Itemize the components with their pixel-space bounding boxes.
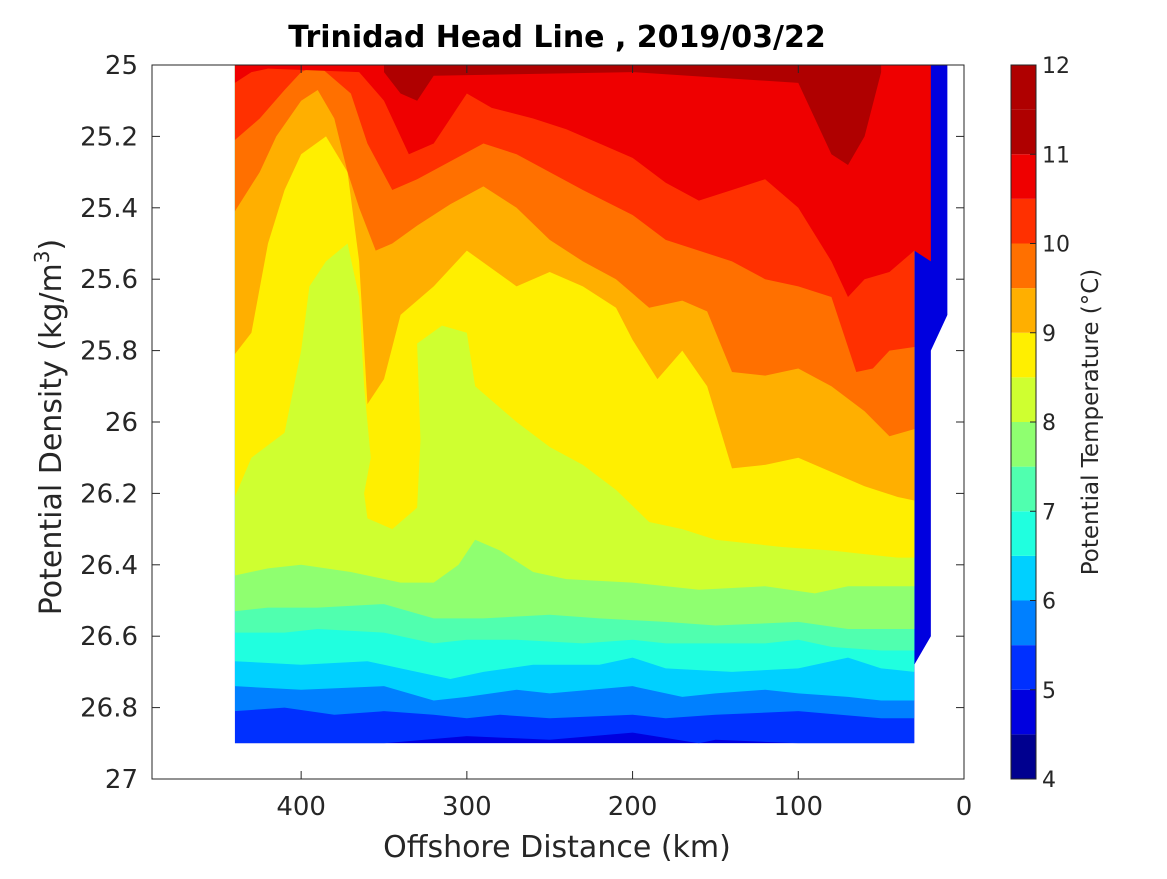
colorbar-segment (1011, 65, 1036, 110)
colorbar-segment (1011, 689, 1036, 735)
colorbar-segment (1011, 600, 1036, 646)
y-tick-label: 25.2 (80, 122, 138, 152)
colorbar-segment (1011, 198, 1036, 244)
y-tick-label: 25 (105, 51, 138, 81)
y-tick-label: 26 (105, 408, 138, 438)
y-axis-label-close: ) (34, 239, 69, 251)
y-tick-label: 27 (105, 765, 138, 795)
x-axis-label: Offshore Distance (km) (383, 830, 731, 865)
y-tick-label: 26.4 (80, 551, 138, 581)
y-tick-label: 25.4 (80, 194, 138, 224)
colorbar-tick-label: 7 (1042, 500, 1056, 525)
colorbar-tick-label: 6 (1042, 590, 1056, 615)
colorbar-segment (1011, 288, 1036, 333)
y-tick-label: 25.8 (80, 337, 138, 367)
colorbar-tick-label: 11 (1042, 143, 1070, 168)
colorbar-segment (1011, 332, 1036, 378)
x-tick-label: 300 (442, 792, 492, 822)
colorbar-segment (1011, 109, 1036, 155)
contour-band-10.5 (234, 65, 931, 298)
colorbar-segment (1011, 734, 1036, 779)
colorbar-segment (1011, 377, 1036, 422)
colorbar-tick-label: 12 (1042, 54, 1070, 79)
x-tick-label: 400 (276, 792, 326, 822)
colorbar-segment (1011, 422, 1036, 467)
colorbar-tick-label: 4 (1042, 768, 1056, 793)
x-tick-label: 0 (956, 792, 973, 822)
plot-axes (151, 64, 965, 780)
y-axis-label-main: Potential Density (kg/m (34, 263, 69, 615)
plot-area (234, 65, 948, 744)
colorbar-tick-label: 5 (1042, 679, 1056, 704)
y-tick-label: 26.6 (80, 622, 138, 652)
colorbar-tick-label: 8 (1042, 411, 1056, 436)
contour-band-11 (384, 65, 882, 165)
y-tick-label: 26.2 (80, 479, 138, 509)
colorbar: 4 5 6 7 8 9 10 11 12 (1010, 54, 1070, 793)
colorbar-segment (1011, 466, 1036, 512)
chart-title: Trinidad Head Line , 2019/03/22 (288, 20, 825, 55)
colorbar-segment (1011, 154, 1036, 199)
colorbar-tick-label: 10 (1042, 233, 1070, 258)
colorbar-segment (1011, 645, 1036, 690)
colorbar-tick-label: 9 (1042, 322, 1056, 347)
y-tick-label: 25.6 (80, 265, 138, 295)
colorbar-segment (1011, 243, 1036, 289)
colorbar-segment (1011, 511, 1036, 556)
colorbar-label: Potential Temperature (°C) (1078, 269, 1104, 576)
colorbar-segment (1011, 555, 1036, 601)
y-tick-label: 26.8 (80, 694, 138, 724)
y-axis-label: Potential Density (kg/m3) (30, 239, 69, 615)
y-axis-label-superscript: 3 (30, 250, 54, 263)
x-tick-label: 100 (773, 792, 823, 822)
x-tick-label: 200 (608, 792, 658, 822)
tick-labels: 400 300 200 100 0 25 25.2 25.4 25.6 25.8 26 26.2 26.… (80, 51, 972, 822)
